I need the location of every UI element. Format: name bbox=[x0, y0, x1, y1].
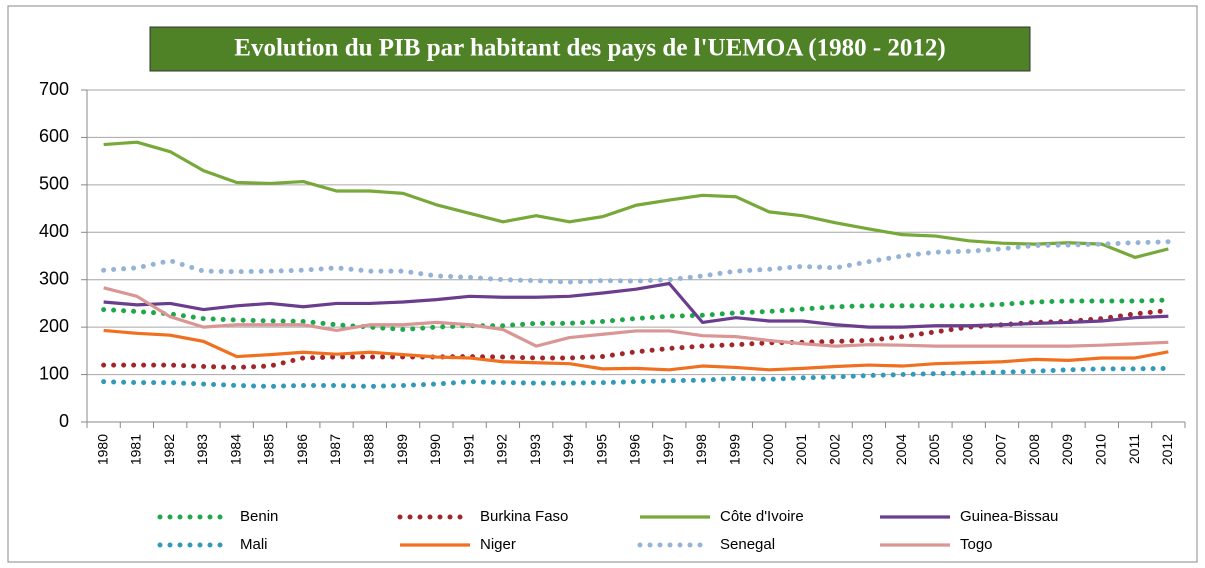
legend-label: Burkina Faso bbox=[480, 508, 568, 525]
x-tick-label: 2007 bbox=[993, 434, 1009, 465]
legend-label: Benin bbox=[240, 508, 278, 525]
y-tick-label: 400 bbox=[39, 221, 69, 241]
x-tick-label: 1991 bbox=[460, 434, 476, 465]
chart-title: Evolution du PIB par habitant des pays d… bbox=[234, 35, 945, 62]
x-tick-label: 1987 bbox=[327, 434, 343, 465]
x-tick-label: 1994 bbox=[560, 434, 576, 465]
x-tick-label: 2010 bbox=[1093, 434, 1109, 465]
y-tick-label: 700 bbox=[39, 79, 69, 99]
y-tick-label: 300 bbox=[39, 268, 69, 288]
legend-label: Mali bbox=[240, 536, 268, 553]
x-tick-label: 1982 bbox=[161, 434, 177, 465]
x-tick-label: 1985 bbox=[261, 434, 277, 465]
x-tick-label: 1996 bbox=[627, 434, 643, 465]
x-tick-label: 1992 bbox=[494, 434, 510, 465]
x-tick-label: 1999 bbox=[727, 434, 743, 465]
legend-label: Niger bbox=[480, 536, 516, 553]
legend-label: Togo bbox=[960, 536, 993, 553]
y-tick-label: 500 bbox=[39, 174, 69, 194]
x-tick-label: 1983 bbox=[194, 434, 210, 465]
series-line bbox=[103, 140, 1169, 260]
x-tick-label: 2011 bbox=[1126, 434, 1142, 464]
series-line bbox=[101, 297, 1171, 333]
x-tick-label: 2005 bbox=[926, 434, 942, 465]
x-tick-label: 2012 bbox=[1159, 434, 1175, 465]
series-line bbox=[103, 328, 1169, 372]
x-tick-label: 1989 bbox=[394, 434, 410, 465]
chart-border bbox=[7, 5, 1198, 563]
y-tick-label: 100 bbox=[39, 363, 69, 383]
series-line bbox=[101, 239, 1171, 285]
x-tick-label: 1995 bbox=[593, 434, 609, 465]
series-line bbox=[103, 281, 1169, 329]
y-tick-label: 600 bbox=[39, 126, 69, 146]
x-tick-label: 2000 bbox=[760, 434, 776, 465]
x-tick-label: 2009 bbox=[1059, 434, 1075, 465]
x-tick-label: 1993 bbox=[527, 434, 543, 465]
x-tick-label: 1984 bbox=[227, 434, 243, 465]
x-tick-label: 2008 bbox=[1026, 434, 1042, 465]
x-tick-label: 2004 bbox=[893, 434, 909, 465]
x-tick-label: 1998 bbox=[693, 434, 709, 465]
legend-label: Senegal bbox=[720, 536, 775, 553]
x-tick-label: 1990 bbox=[427, 434, 443, 465]
x-tick-label: 2001 bbox=[793, 434, 809, 465]
legend-label: Guinea-Bissau bbox=[960, 508, 1058, 525]
x-tick-label: 1997 bbox=[660, 434, 676, 465]
x-tick-label: 1988 bbox=[361, 434, 377, 465]
x-tick-label: 2003 bbox=[860, 434, 876, 465]
series-line bbox=[101, 365, 1171, 389]
series-line bbox=[103, 286, 1169, 348]
x-tick-label: 1986 bbox=[294, 434, 310, 465]
x-tick-label: 1981 bbox=[128, 434, 144, 465]
x-tick-label: 2006 bbox=[959, 434, 975, 465]
y-tick-label: 200 bbox=[39, 316, 69, 336]
y-tick-label: 0 bbox=[59, 411, 69, 431]
legend-label: Côte d'Ivoire bbox=[720, 508, 804, 525]
x-tick-label: 1980 bbox=[94, 434, 110, 465]
title-box bbox=[149, 26, 1031, 72]
x-tick-label: 2002 bbox=[826, 434, 842, 465]
